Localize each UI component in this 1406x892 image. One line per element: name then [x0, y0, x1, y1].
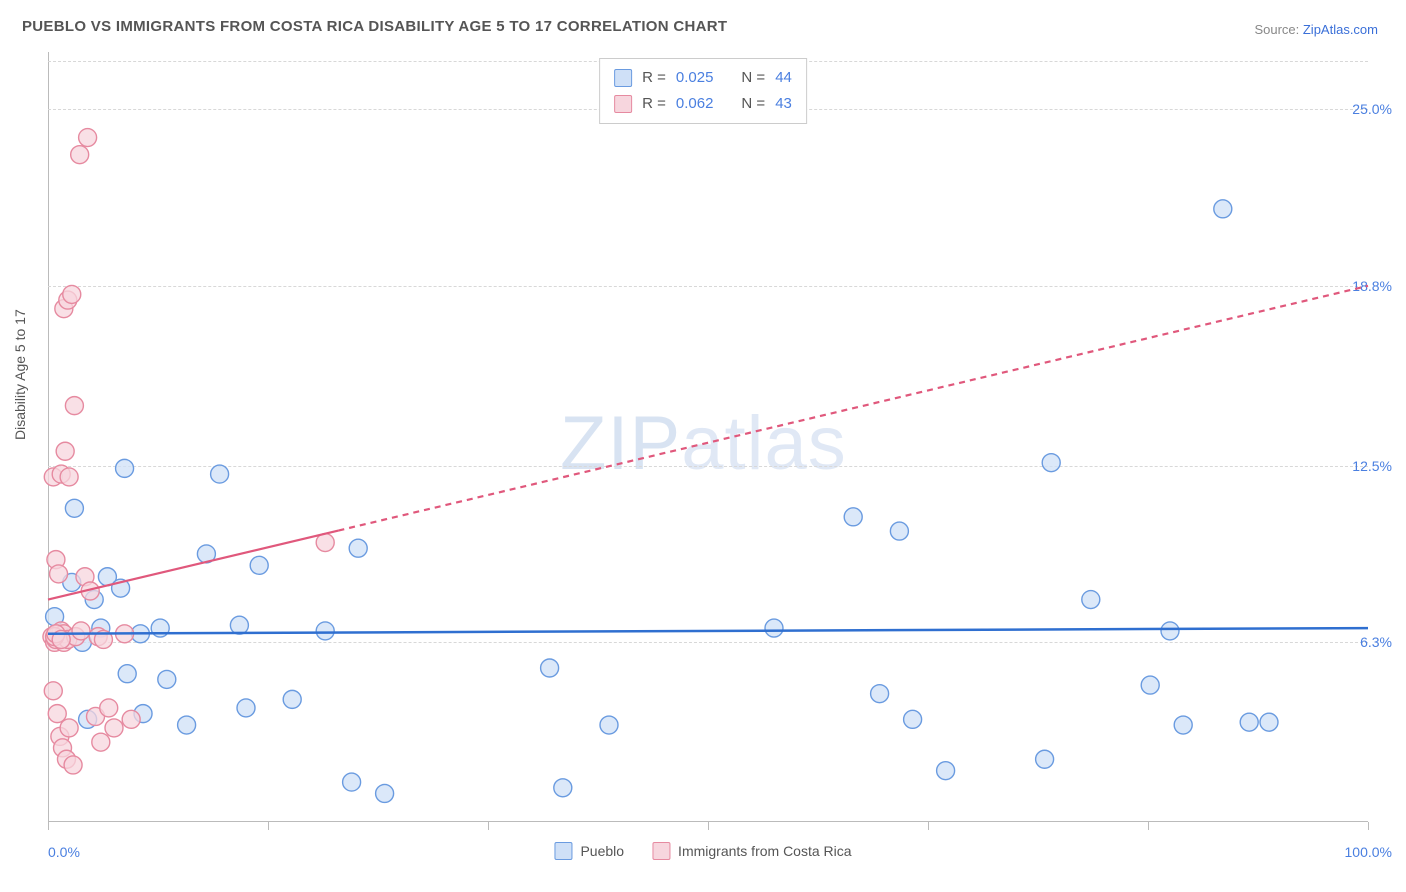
x-min-label: 0.0%	[48, 844, 80, 860]
source-link[interactable]: ZipAtlas.com	[1303, 22, 1378, 37]
data-point	[122, 710, 140, 728]
data-point	[541, 659, 559, 677]
data-point	[92, 733, 110, 751]
data-point	[765, 619, 783, 637]
stat-legend: R = 0.025 N = 44 R = 0.062 N = 43	[599, 58, 807, 124]
stat-R-label: R =	[642, 65, 666, 91]
x-tick	[268, 822, 269, 830]
stat-N-label: N =	[741, 65, 765, 91]
stat-R-label: R =	[642, 91, 666, 117]
data-point	[1141, 676, 1159, 694]
stat-N-pink: 43	[775, 91, 792, 117]
data-point	[283, 690, 301, 708]
x-max-label: 100.0%	[1345, 844, 1392, 860]
stat-R-pink: 0.062	[676, 91, 714, 117]
swatch-blue-icon	[614, 69, 632, 87]
data-point	[65, 397, 83, 415]
stat-R-blue: 0.025	[676, 65, 714, 91]
data-point	[64, 756, 82, 774]
data-point	[1174, 716, 1192, 734]
data-point	[158, 670, 176, 688]
data-point	[316, 622, 334, 640]
data-point	[1042, 454, 1060, 472]
data-point	[100, 699, 118, 717]
data-point	[376, 784, 394, 802]
stat-row-pink: R = 0.062 N = 43	[614, 91, 792, 117]
data-point	[116, 459, 134, 477]
data-point	[1260, 713, 1278, 731]
x-tick	[48, 822, 49, 830]
x-tick	[708, 822, 709, 830]
swatch-blue-icon	[554, 842, 572, 860]
data-point	[56, 442, 74, 460]
data-point	[105, 719, 123, 737]
data-point	[72, 622, 90, 640]
data-point	[890, 522, 908, 540]
data-point	[600, 716, 618, 734]
x-tick	[488, 822, 489, 830]
source-attribution: Source: ZipAtlas.com	[1254, 22, 1378, 37]
legend-label: Immigrants from Costa Rica	[678, 843, 851, 859]
legend-item-pueblo: Pueblo	[554, 842, 624, 860]
data-point	[237, 699, 255, 717]
stat-row-blue: R = 0.025 N = 44	[614, 65, 792, 91]
x-tick	[928, 822, 929, 830]
data-point	[904, 710, 922, 728]
swatch-pink-icon	[614, 95, 632, 113]
legend-label: Pueblo	[580, 843, 624, 859]
data-point	[937, 762, 955, 780]
data-point	[178, 716, 196, 734]
data-point	[211, 465, 229, 483]
trend-line-solid	[48, 531, 338, 600]
data-point	[71, 146, 89, 164]
source-prefix: Source:	[1254, 22, 1302, 37]
trend-line-dashed	[338, 286, 1368, 531]
data-point	[118, 665, 136, 683]
data-point	[50, 565, 68, 583]
x-tick	[1148, 822, 1149, 830]
data-point	[79, 129, 97, 147]
chart-title: PUEBLO VS IMMIGRANTS FROM COSTA RICA DIS…	[22, 18, 727, 35]
data-point	[63, 285, 81, 303]
x-tick	[1368, 822, 1369, 830]
swatch-pink-icon	[652, 842, 670, 860]
data-point	[48, 705, 66, 723]
data-point	[844, 508, 862, 526]
data-point	[250, 556, 268, 574]
data-point	[1036, 750, 1054, 768]
data-point	[343, 773, 361, 791]
legend-bottom: Pueblo Immigrants from Costa Rica	[554, 842, 851, 860]
data-point	[230, 616, 248, 634]
data-point	[349, 539, 367, 557]
legend-item-cr: Immigrants from Costa Rica	[652, 842, 851, 860]
data-point	[1082, 591, 1100, 609]
scatter-plot	[48, 52, 1368, 822]
data-point	[60, 468, 78, 486]
data-point	[1214, 200, 1232, 218]
data-point	[1161, 622, 1179, 640]
stat-N-blue: 44	[775, 65, 792, 91]
data-point	[871, 685, 889, 703]
data-point	[554, 779, 572, 797]
y-axis-label: Disability Age 5 to 17	[12, 309, 28, 440]
stat-N-label: N =	[741, 91, 765, 117]
data-point	[1240, 713, 1258, 731]
data-point	[44, 682, 62, 700]
data-point	[60, 719, 78, 737]
data-point	[65, 499, 83, 517]
